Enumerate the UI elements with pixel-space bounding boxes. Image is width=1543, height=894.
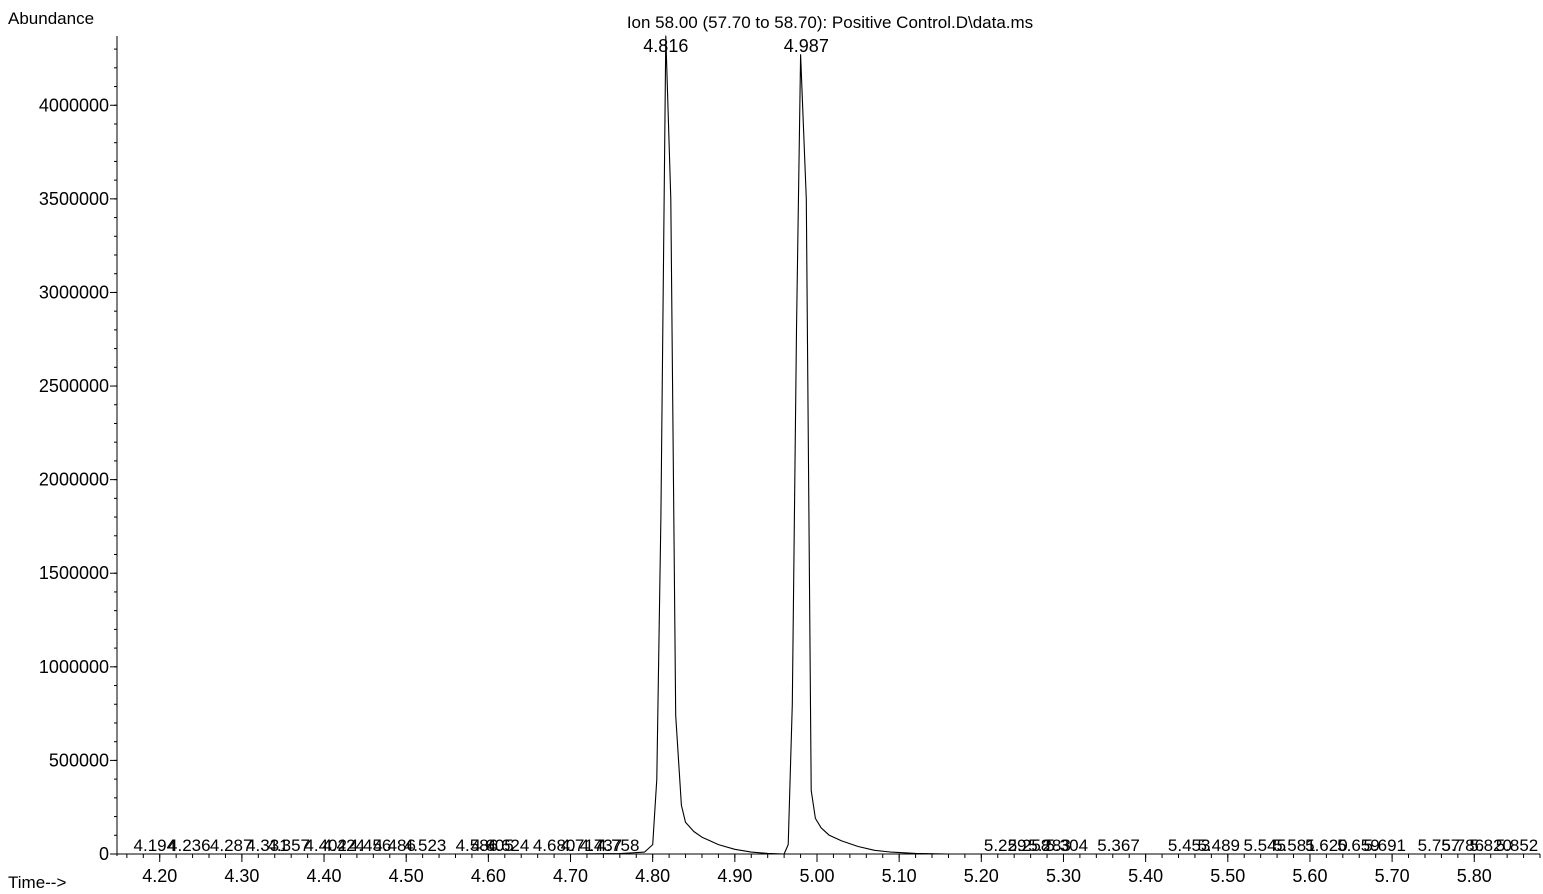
baseline-peak-label: 5.757	[1418, 836, 1461, 855]
y-tick-label: 1000000	[39, 657, 109, 677]
baseline-peak-label: 4.758	[597, 836, 640, 855]
series-line	[117, 35, 1540, 855]
y-tick-label: 1500000	[39, 563, 109, 583]
baseline-peak-label: 4.287	[210, 836, 253, 855]
x-tick-label: 5.30	[1046, 866, 1081, 886]
baseline-peak-label: 4.605	[471, 836, 514, 855]
y-tick-label: 0	[99, 844, 109, 864]
baseline-peak-label: 4.737	[580, 836, 623, 855]
x-tick-label: 4.70	[553, 866, 588, 886]
x-tick-label: 4.90	[717, 866, 752, 886]
x-tick-label: 4.30	[224, 866, 259, 886]
baseline-peak-label: 5.453	[1168, 836, 1211, 855]
baseline-peak-label: 5.258	[1008, 836, 1051, 855]
baseline-peak-label: 4.456	[349, 836, 392, 855]
y-tick-label: 3000000	[39, 282, 109, 302]
x-tick-label: 5.50	[1210, 866, 1245, 886]
baseline-peak-label: 5.489	[1197, 836, 1240, 855]
baseline-peak-label: 5.229	[984, 836, 1027, 855]
x-tick-label: 4.80	[635, 866, 670, 886]
baseline-peak-label: 4.402	[304, 836, 347, 855]
baseline-peak-label: 4.486	[373, 836, 416, 855]
baseline-peak-label: 4.624	[487, 836, 530, 855]
peak-label: 4.987	[784, 36, 829, 56]
y-axis-title: Abundance	[8, 9, 94, 28]
baseline-peak-label: 4.680	[533, 836, 576, 855]
x-tick-label: 4.60	[471, 866, 506, 886]
baseline-peak-label: 5.691	[1363, 836, 1406, 855]
x-tick-label: 5.70	[1375, 866, 1410, 886]
baseline-peak-label: 5.820	[1469, 836, 1512, 855]
baseline-peak-label: 5.283	[1028, 836, 1071, 855]
baseline-peak-label: 5.367	[1097, 836, 1140, 855]
x-tick-label: 5.60	[1292, 866, 1327, 886]
baseline-peak-label: 5.786	[1441, 836, 1484, 855]
baseline-peak-label: 5.659	[1337, 836, 1380, 855]
x-tick-label: 4.50	[389, 866, 424, 886]
plot-area	[117, 35, 1540, 855]
x-tick-label: 5.80	[1457, 866, 1492, 886]
baseline-peak-label: 4.714	[561, 836, 604, 855]
axes	[116, 36, 1540, 856]
baseline-peak-label: 4.236	[168, 836, 211, 855]
y-tick-label: 3500000	[39, 189, 109, 209]
baseline-peak-label: 4.194	[134, 836, 177, 855]
baseline-peak-label: 5.852	[1496, 836, 1539, 855]
peak-label: 4.816	[643, 36, 688, 56]
y-tick-label: 2500000	[39, 376, 109, 396]
baseline-peak-label: 5.545	[1243, 836, 1286, 855]
y-tick-label: 500000	[49, 750, 109, 770]
baseline-peak-label: 4.331	[246, 836, 289, 855]
y-tick-label: 2000000	[39, 470, 109, 490]
x-tick-label: 5.00	[799, 866, 834, 886]
baseline-peak-label: 5.304	[1045, 836, 1088, 855]
x-tick-label: 5.40	[1128, 866, 1163, 886]
baseline-peak-label: 4.357	[267, 836, 310, 855]
chart-title: Ion 58.00 (57.70 to 58.70): Positive Con…	[627, 13, 1033, 32]
baseline-peak-label: 5.581	[1273, 836, 1316, 855]
y-tick-label: 4000000	[39, 95, 109, 115]
baseline-peak-label: 4.523	[404, 836, 447, 855]
baseline-peak-label: 5.620	[1305, 836, 1348, 855]
x-axis-title: Time-->	[8, 873, 66, 892]
x-tick-label: 5.10	[882, 866, 917, 886]
x-tick-label: 5.20	[964, 866, 999, 886]
x-tick-label: 4.20	[142, 866, 177, 886]
baseline-peak-label: 4.586	[456, 836, 499, 855]
axis-ticks: 0 500000 1000000 1500000 2000000 2500000 30000…	[39, 48, 1541, 886]
x-tick-label: 4.40	[307, 866, 342, 886]
baseline-peak-label: 4.424	[322, 836, 365, 855]
